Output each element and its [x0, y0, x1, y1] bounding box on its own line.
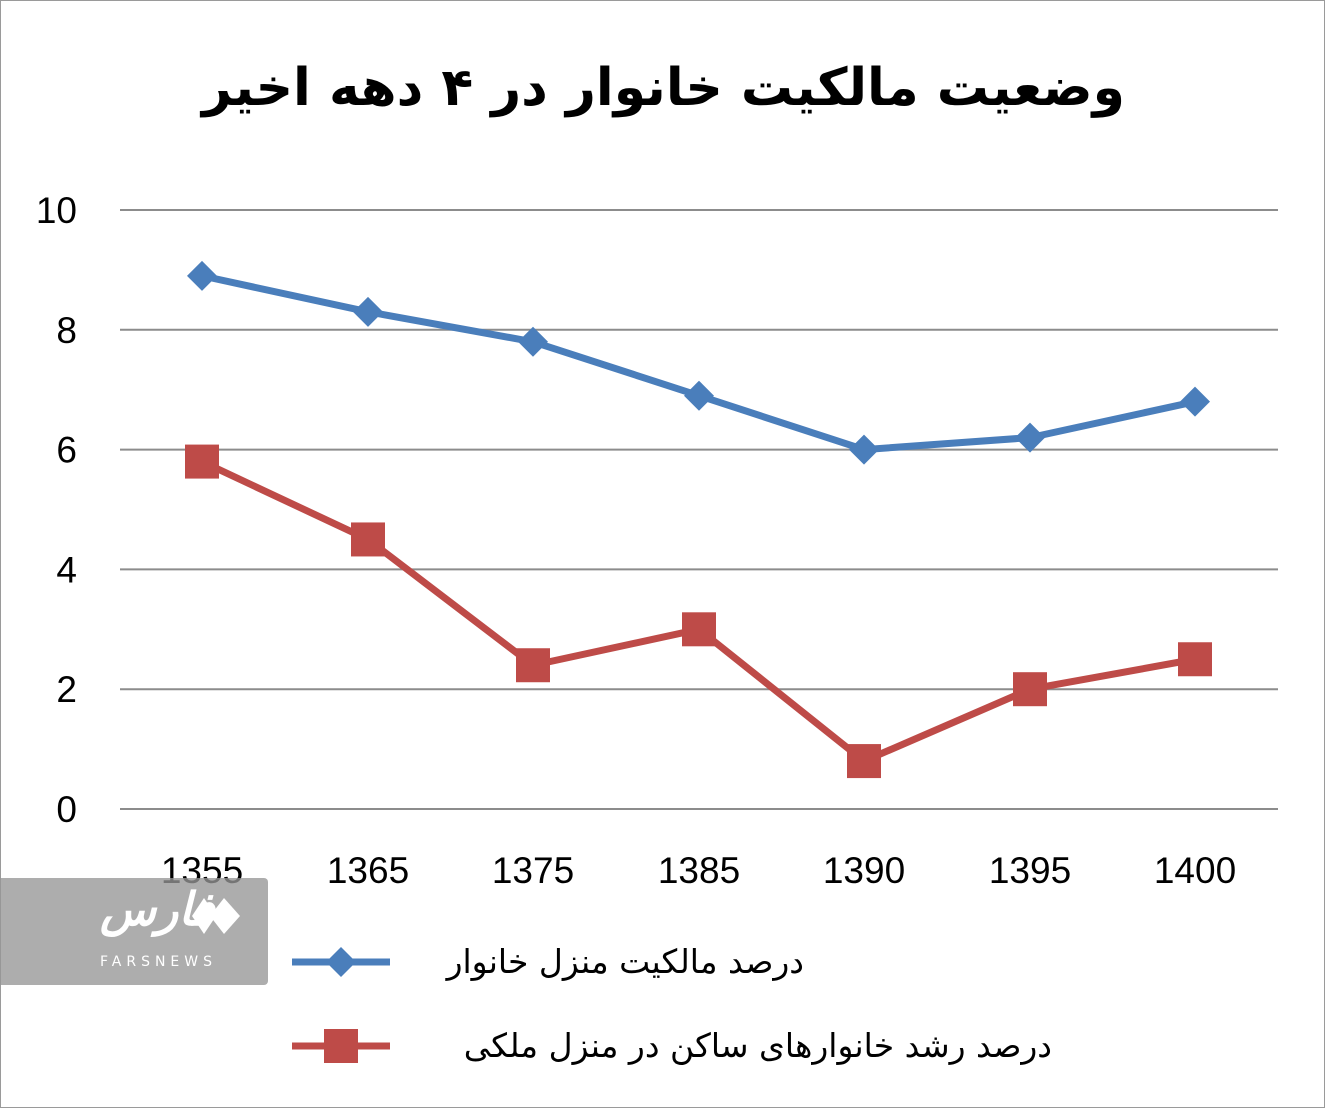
data-point [682, 612, 716, 647]
data-point [1178, 642, 1212, 677]
data-point [847, 744, 881, 779]
y-tick-label: 2 [56, 669, 77, 710]
series-line [200, 458, 1196, 765]
x-tick-label: 1385 [658, 850, 740, 891]
y-tick-label: 8 [56, 310, 77, 351]
data-point [684, 380, 714, 411]
data-point [1013, 672, 1047, 707]
x-tick-label: 1375 [492, 850, 574, 891]
data-point [187, 260, 217, 291]
data-point [1180, 386, 1210, 417]
x-tick-label: 1400 [1154, 850, 1236, 891]
y-tick-label: 6 [56, 430, 77, 471]
series-line [201, 272, 1196, 454]
x-tick-label: 1395 [989, 850, 1071, 891]
watermark-sub: FARSNEWS [100, 954, 218, 970]
y-tick-label: 10 [36, 190, 77, 231]
x-tick-label: 1390 [823, 850, 905, 891]
y-tick-label: 4 [56, 549, 77, 590]
data-point [518, 326, 548, 357]
data-point [1015, 422, 1045, 453]
x-tick-label: 1365 [327, 850, 409, 891]
farsnews-logo-icon [192, 898, 240, 934]
data-point [351, 522, 385, 557]
data-point [516, 648, 550, 683]
farsnews-watermark: فارس FARSNEWS [0, 878, 268, 985]
chart-title: وضعیت مالکیت خانوار در ۴ دهه اخیر [202, 58, 1125, 118]
y-tick-label: 0 [56, 789, 77, 830]
watermark-name: فارس [100, 882, 215, 936]
data-point [185, 444, 219, 479]
data-point [849, 434, 879, 465]
data-point [353, 296, 383, 327]
